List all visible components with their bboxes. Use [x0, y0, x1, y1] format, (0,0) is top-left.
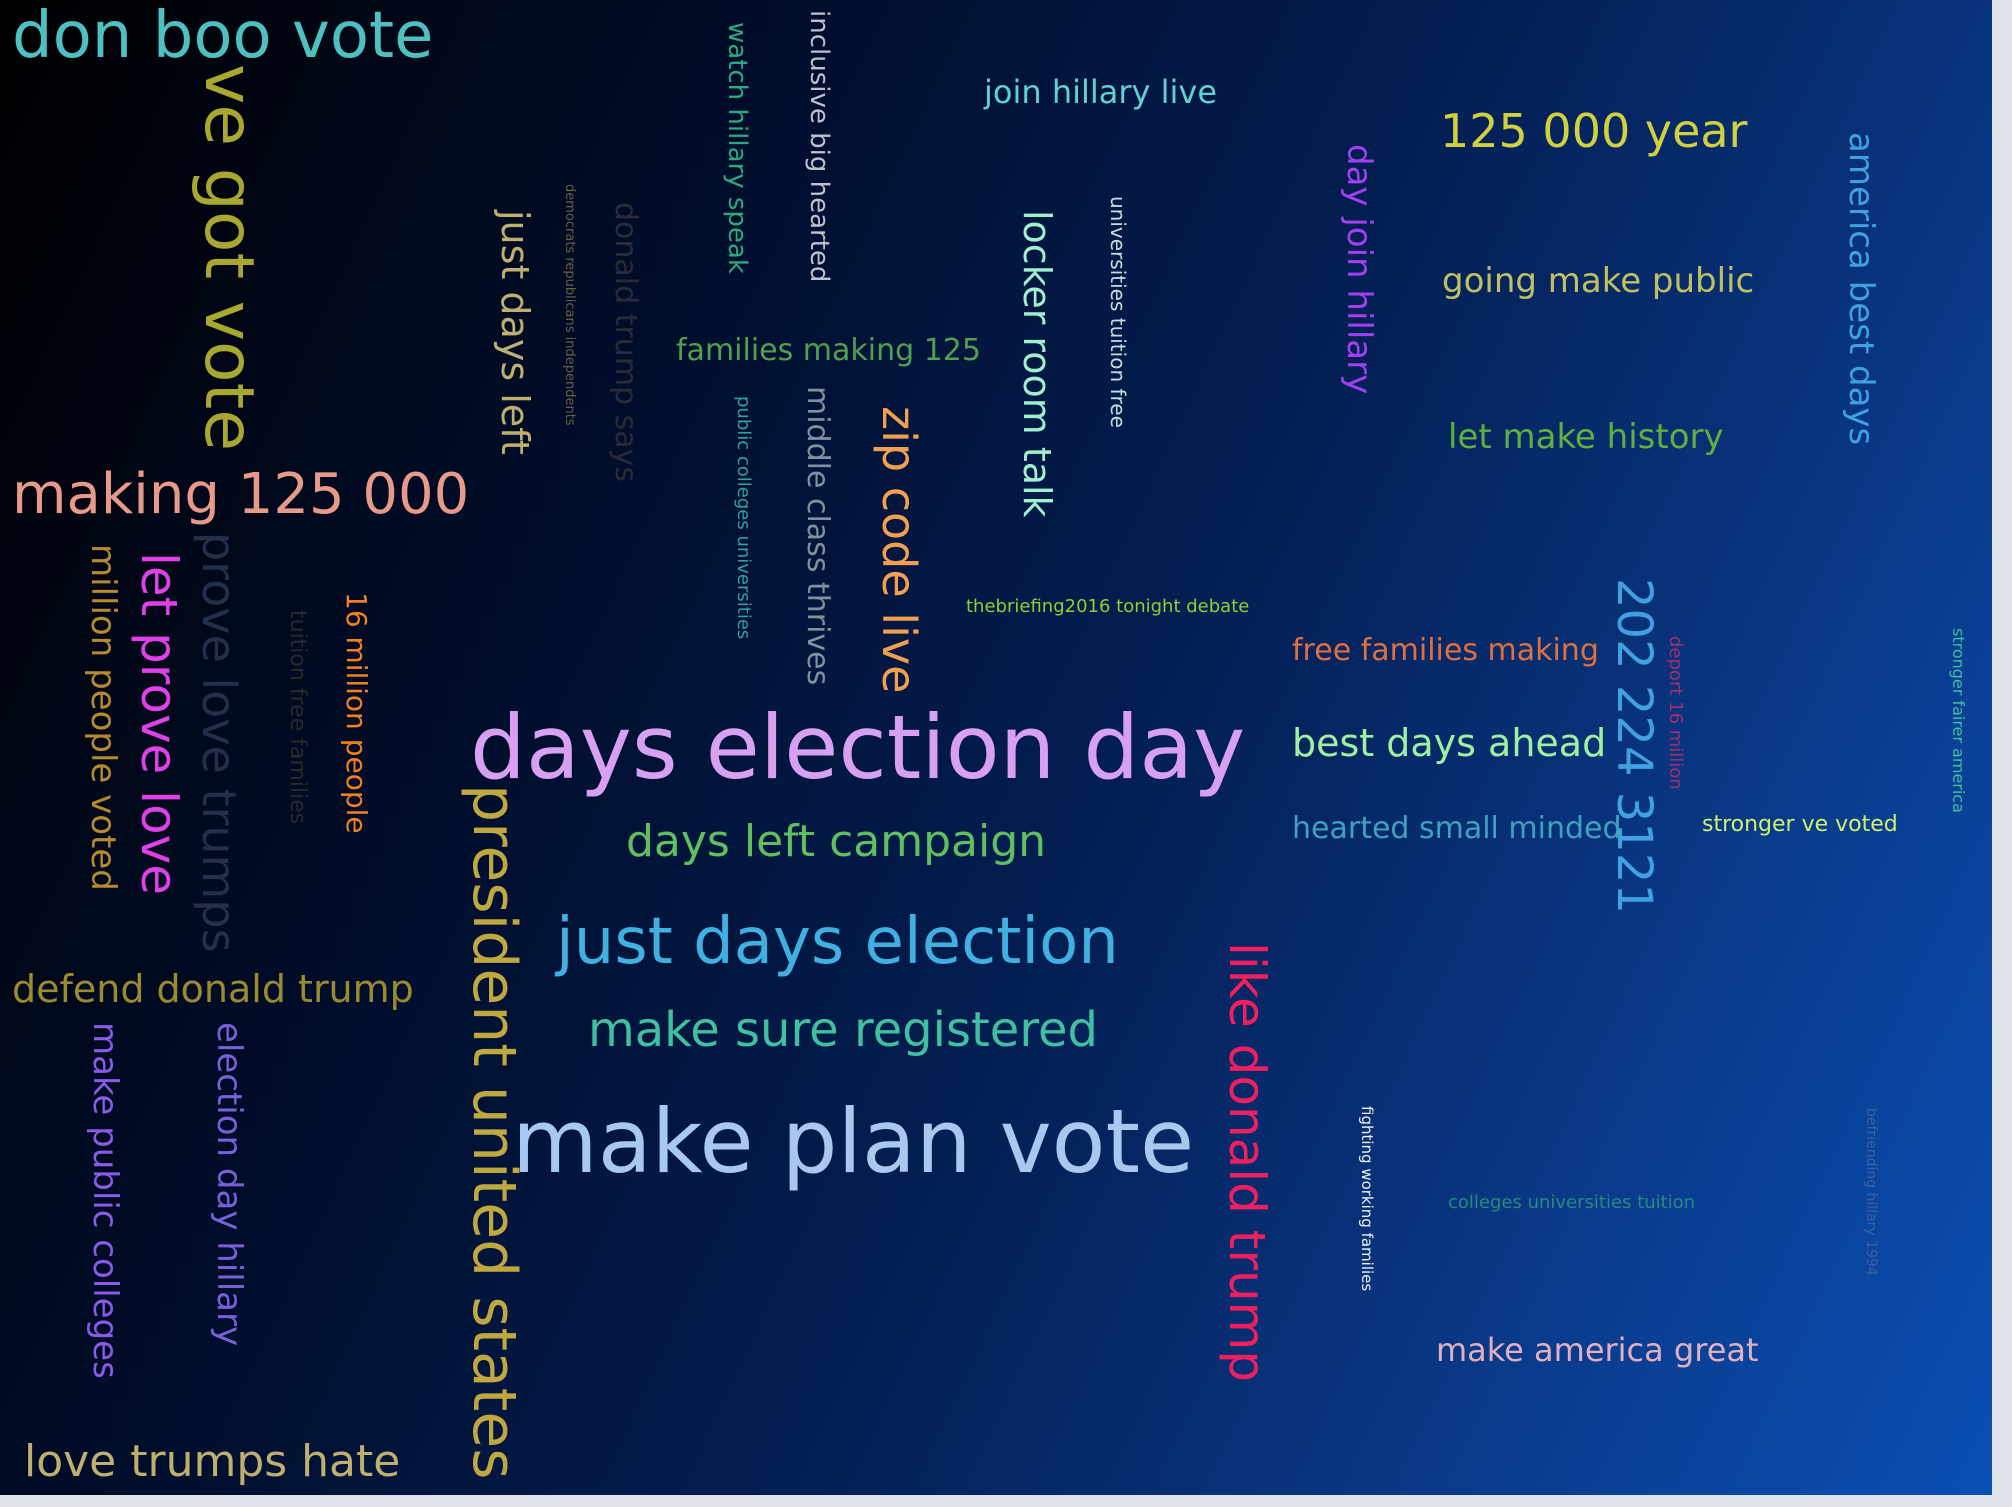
- word-universities-tuition-free: universities tuition free: [1106, 196, 1130, 428]
- word-like-donald-trump: like donald trump: [1218, 942, 1276, 1383]
- word-join-hillary-live: join hillary live: [984, 73, 1218, 111]
- word-thebriefing2016-tonight-debate: thebriefing2016 tonight debate: [966, 596, 1250, 617]
- word-make-america-great: make america great: [1436, 1331, 1759, 1369]
- word-make-plan-vote: make plan vote: [512, 1090, 1195, 1193]
- word-16-million-people: 16 million people: [340, 592, 373, 834]
- word-just-days-election: just days election: [556, 905, 1119, 979]
- word-free-families-making: free families making: [1292, 633, 1599, 668]
- word-middle-class-thrives: middle class thrives: [800, 386, 835, 686]
- window-frame-bottom: [0, 1495, 2012, 1507]
- word-202-224-3121: 202 224 3121: [1606, 578, 1662, 914]
- window-frame-right: [1992, 0, 2012, 1507]
- word-locker-room-talk: locker room talk: [1015, 210, 1059, 518]
- word-election-day-hillary: election day hillary: [209, 1022, 249, 1347]
- word-ve-got-vote: ve got vote: [189, 64, 268, 452]
- word-prove-love-trumps: prove love trumps: [192, 532, 246, 953]
- word-inclusive-big-hearted: inclusive big hearted: [804, 10, 834, 283]
- word-125-000-year: 125 000 year: [1440, 104, 1748, 158]
- word-days-election-day: days election day: [470, 696, 1246, 799]
- word-befriending-hillary-1994: befriending hillary 1994: [1863, 1108, 1879, 1276]
- word-hearted-small-minded: hearted small minded: [1292, 811, 1622, 846]
- word-fighting-working-families: fighting working families: [1358, 1106, 1376, 1292]
- word-make-public-colleges: make public colleges: [85, 1022, 125, 1379]
- word-public-colleges-universities: public colleges universities: [733, 396, 754, 640]
- word-let-make-history: let make history: [1448, 417, 1724, 457]
- word-zip-code-live: zip code live: [872, 406, 926, 694]
- word-deport-16-million: deport 16 million: [1665, 636, 1686, 790]
- word-stronger-fairer-america: stronger fairer america: [1949, 628, 1968, 813]
- word-watch-hillary-speak: watch hillary speak: [722, 22, 752, 274]
- word-days-left-campaign: days left campaign: [626, 816, 1047, 867]
- word-let-prove-love: let prove love: [130, 552, 188, 896]
- word-donald-trump-says: donald trump says: [608, 202, 643, 483]
- word-make-sure-registered: make sure registered: [588, 1002, 1098, 1058]
- word-best-days-ahead: best days ahead: [1292, 721, 1607, 765]
- word-day-join-hillary: day join hillary: [1339, 144, 1379, 395]
- word-million-people-voted: million people voted: [83, 544, 123, 891]
- word-stronger-ve-voted: stronger ve voted: [1702, 812, 1898, 837]
- word-going-make-public: going make public: [1442, 261, 1755, 301]
- word-families-making-125: families making 125: [676, 333, 981, 368]
- word-defend-donald-trump: defend donald trump: [12, 967, 414, 1011]
- word-love-trumps-hate: love trumps hate: [24, 1436, 401, 1487]
- word-colleges-universities-tuition: colleges universities tuition: [1448, 1192, 1696, 1213]
- word-just-days-left: just days left: [493, 210, 537, 455]
- word-don-boo-vote: don boo vote: [12, 0, 434, 73]
- word-democrats-republicans-independents: democrats republicans independents: [562, 184, 577, 426]
- word-making-125-000: making 125 000: [12, 462, 470, 527]
- word-america-best-days: america best days: [1841, 132, 1881, 446]
- word-tuition-free-families: tuition free families: [285, 610, 310, 825]
